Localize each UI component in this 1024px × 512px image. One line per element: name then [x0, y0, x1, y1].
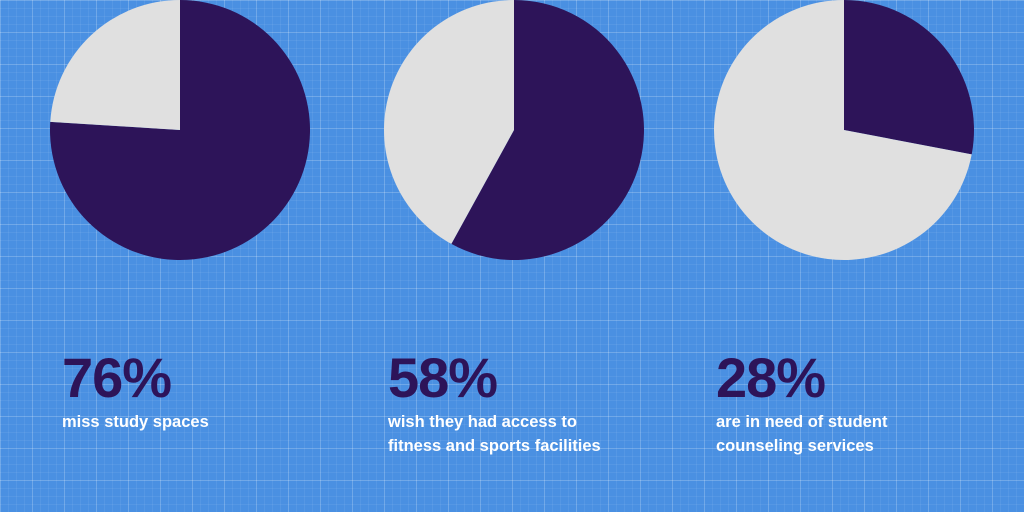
pie-chart: [714, 0, 974, 260]
pie-slice-remainder: [50, 0, 181, 130]
pie-slice-filled: [844, 0, 974, 155]
caption-line: counseling services: [716, 437, 874, 455]
pie-slice-filled: [451, 0, 644, 260]
stat-panel: 76% miss study spaces: [50, 0, 330, 512]
pie-slice-filled: [50, 0, 310, 260]
pie-slice-remainder: [383, 0, 514, 244]
caption: miss study spaces: [62, 410, 322, 434]
caption: wish they had access to fitness and spor…: [388, 410, 648, 458]
stat-panel: 28% are in need of student counseling se…: [714, 0, 994, 512]
percent-value: 76%: [62, 346, 172, 409]
caption-line: fitness and sports facilities: [388, 437, 601, 455]
caption: are in need of student counseling servic…: [716, 410, 976, 458]
caption-line: are in need of student: [716, 413, 888, 431]
pie-chart: [383, 0, 644, 260]
stat-panel: 58% wish they had access to fitness and …: [383, 0, 664, 512]
percent-value: 28%: [716, 346, 826, 409]
pie-slice-remainder: [714, 0, 972, 260]
caption-line: wish they had access to: [388, 413, 577, 431]
pie-chart: [50, 0, 310, 260]
percent-value: 58%: [388, 346, 498, 409]
caption-line: miss study spaces: [62, 413, 209, 431]
